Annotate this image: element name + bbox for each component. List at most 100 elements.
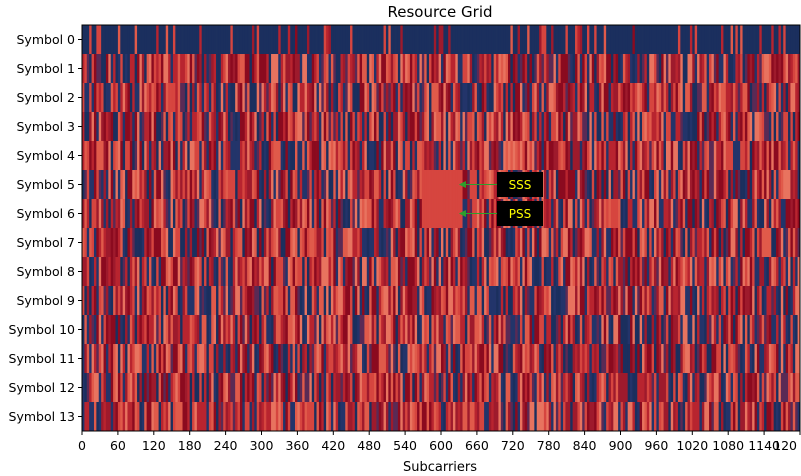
heatmap-cell [756, 315, 760, 345]
heatmap-cell [586, 83, 590, 113]
heatmap-cell [438, 25, 442, 55]
heatmap-cell [146, 25, 150, 55]
heatmap-cell [630, 25, 633, 55]
heatmap-cell [295, 141, 298, 171]
heatmap-cell [749, 373, 753, 403]
heatmap-cell [328, 315, 332, 345]
heatmap-cell [366, 373, 370, 403]
heatmap-cell [656, 170, 660, 200]
heatmap-cell [613, 373, 617, 403]
heatmap-cell [744, 141, 748, 171]
heatmap-cell [280, 141, 284, 171]
heatmap-cell [601, 112, 605, 142]
heatmap-cell [759, 257, 763, 287]
heatmap-cell [91, 112, 95, 142]
heatmap-cell [510, 257, 514, 287]
heatmap-cell [764, 373, 767, 403]
annotation-label: SSS [509, 178, 532, 192]
heatmap-cell [737, 112, 741, 142]
heatmap-cell [630, 54, 633, 84]
heatmap-cell [189, 141, 193, 171]
heatmap-cell [534, 141, 538, 171]
heatmap-cell [582, 373, 585, 403]
heatmap-cell [96, 25, 100, 55]
heatmap-cell [208, 344, 212, 374]
heatmap-cell [546, 141, 550, 171]
heatmap-cell [381, 228, 384, 258]
heatmap-cell [656, 54, 660, 84]
heatmap-cell [414, 344, 418, 374]
heatmap-cell [752, 25, 755, 55]
heatmap-cell [158, 344, 162, 374]
heatmap-cell [306, 228, 310, 258]
heatmap-cell [381, 141, 384, 171]
heatmap-cell [302, 141, 305, 171]
heatmap-cell [582, 199, 585, 229]
heatmap-cell [335, 25, 339, 55]
heatmap-cell [496, 344, 499, 374]
heatmap-cell [295, 25, 298, 55]
heatmap-cell [345, 402, 349, 432]
heatmap-cell [290, 199, 294, 229]
heatmap-cell [627, 199, 631, 229]
heatmap-cell [553, 54, 557, 84]
heatmap-cell [505, 112, 509, 142]
heatmap-cell [644, 83, 648, 113]
heatmap-cell [328, 83, 332, 113]
heatmap-cell [206, 54, 210, 84]
heatmap-cell [493, 373, 497, 403]
heatmap-cell [350, 141, 353, 171]
heatmap-cell [223, 344, 226, 374]
heatmap-cell [766, 141, 770, 171]
heatmap-cell [304, 54, 308, 84]
heatmap-cell [151, 25, 155, 55]
heatmap-cell [196, 199, 200, 229]
heatmap-cell [153, 257, 157, 287]
heatmap-cell [89, 25, 92, 55]
heatmap-cell [168, 170, 171, 200]
heatmap-cell [108, 112, 112, 142]
heatmap-cell [101, 373, 104, 403]
heatmap-cell [563, 170, 566, 200]
heatmap-cell [278, 112, 282, 142]
heatmap-cell [488, 315, 492, 345]
heatmap-cell [251, 286, 255, 316]
heatmap-cell [101, 54, 104, 84]
heatmap-cell [134, 141, 138, 171]
heatmap-cell [584, 373, 588, 403]
heatmap-cell [433, 199, 437, 229]
heatmap-cell [350, 54, 353, 84]
heatmap-cell [182, 344, 186, 374]
heatmap-cell [316, 373, 320, 403]
heatmap-cell [105, 402, 109, 432]
heatmap-cell [651, 286, 655, 316]
heatmap-cell [333, 54, 337, 84]
heatmap-cell [105, 199, 109, 229]
heatmap-cell [431, 315, 435, 345]
heatmap-cell [510, 112, 514, 142]
heatmap-cell [165, 54, 169, 84]
heatmap-cell [259, 373, 262, 403]
heatmap-cell [589, 286, 593, 316]
heatmap-cell [627, 286, 631, 316]
heatmap-cell [780, 402, 784, 432]
heatmap-cell [302, 228, 305, 258]
heatmap-cell [290, 315, 294, 345]
heatmap-cell [469, 83, 473, 113]
heatmap-cell [388, 286, 392, 316]
heatmap-cell [735, 112, 739, 142]
heatmap-cell [594, 315, 597, 345]
heatmap-cell [627, 373, 631, 403]
heatmap-cell [268, 112, 272, 142]
heatmap-cell [448, 228, 451, 258]
heatmap-cell [105, 257, 109, 287]
heatmap-cell [323, 141, 327, 171]
heatmap-cell [665, 373, 669, 403]
heatmap-cell [462, 315, 466, 345]
heatmap-cell [139, 25, 143, 55]
heatmap-cell [661, 344, 664, 374]
heatmap-cell [527, 286, 530, 316]
heatmap-cell [242, 25, 246, 55]
heatmap-cell [232, 315, 236, 345]
heatmap-cell [764, 315, 767, 345]
